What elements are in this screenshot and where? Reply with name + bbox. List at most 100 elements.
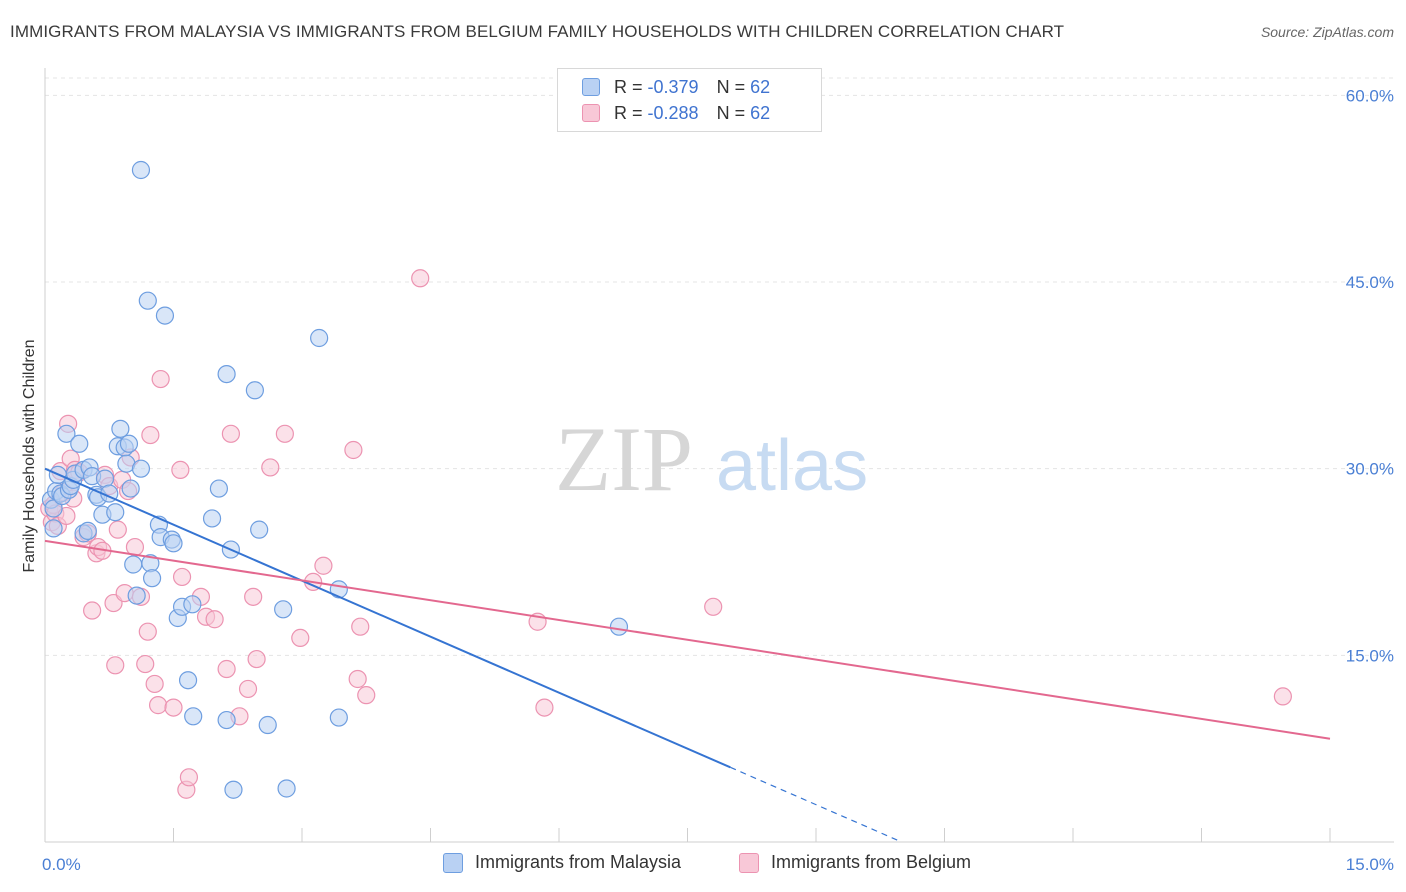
belgium-point: [136, 654, 155, 674]
belgium-point: [411, 269, 430, 288]
belgium-point: [238, 679, 258, 699]
belgium-point: [217, 659, 236, 679]
chart-title: IMMIGRANTS FROM MALAYSIA VS IMMIGRANTS F…: [10, 22, 1065, 41]
belgium-point: [247, 649, 266, 669]
belgium-point: [145, 674, 164, 694]
malaysia-point: [217, 710, 236, 730]
belgium-point: [221, 424, 240, 443]
legend-r-value: -0.379: [647, 76, 699, 97]
bottom-legend-swatch-malaysia: [443, 852, 463, 873]
y-tick-label: 30.0%: [1346, 460, 1394, 479]
malaysia-trend-line: [44, 467, 731, 769]
belgium-point: [344, 440, 363, 460]
malaysia-point: [142, 569, 162, 588]
legend-row-malaysia: R = -0.379 N = 62: [582, 76, 770, 98]
malaysia-point: [95, 469, 115, 488]
bottom-legend-label-belgium: Immigrants from Belgium: [771, 852, 972, 872]
malaysia-point: [274, 600, 293, 619]
belgium-point: [357, 686, 376, 705]
belgium-point: [151, 369, 170, 389]
malaysia-point: [119, 434, 139, 453]
legend-row-belgium: R = -0.288 N = 62: [582, 102, 770, 124]
malaysia-point: [44, 499, 63, 518]
y-tick-label: 15.0%: [1346, 646, 1394, 665]
belgium-point: [138, 622, 157, 641]
bottom-legend-label-malaysia: Immigrants from Malaysia: [475, 852, 682, 872]
malaysia-point: [155, 306, 175, 325]
belgium-trend-line: [44, 539, 1331, 740]
bottom-legend-swatch-belgium: [739, 852, 759, 873]
legend-swatch-belgium: [582, 104, 600, 122]
malaysia-point: [184, 707, 203, 726]
belgium-point: [275, 424, 294, 443]
malaysia-point: [106, 503, 125, 522]
legend-n-label: N =: [716, 102, 751, 123]
malaysia-point: [78, 521, 97, 540]
bottom-legend-belgium: Immigrants from Belgium: [739, 852, 971, 873]
belgium-point: [261, 458, 280, 477]
legend-r-label: R =: [614, 76, 648, 97]
malaysia-point: [310, 328, 329, 348]
malaysia-point: [70, 434, 89, 453]
trend-lines: [44, 467, 1331, 843]
y-tick-labels: 15.0% 30.0% 45.0% 60.0%: [1346, 86, 1394, 665]
malaysia-point: [250, 520, 269, 539]
x-tick-labels: 0.0% 15.0%: [42, 855, 1394, 874]
malaysia-point: [131, 160, 151, 180]
malaysia-point: [131, 459, 151, 478]
malaysia-point: [121, 479, 140, 498]
bottom-legend-malaysia: Immigrants from Malaysia: [443, 852, 681, 873]
watermark: ZIP atlas: [555, 408, 868, 510]
belgium-point: [704, 597, 723, 616]
malaysia-trend-extension: [730, 766, 902, 843]
malaysia-point: [127, 586, 146, 605]
malaysia-point: [277, 779, 296, 798]
belgium-point: [179, 768, 199, 787]
legend-n-value: 62: [750, 102, 771, 123]
legend-r-value: -0.288: [647, 102, 699, 123]
malaysia-point: [217, 364, 236, 384]
malaysia-point: [124, 555, 143, 574]
legend-n-label: N =: [716, 76, 751, 97]
malaysia-point: [111, 419, 130, 438]
legend-swatch-malaysia: [582, 78, 600, 96]
malaysia-point: [329, 580, 348, 599]
belgium-point: [314, 556, 333, 575]
belgium-point: [106, 656, 125, 675]
malaysia-points: [41, 160, 629, 799]
belgium-point: [148, 696, 168, 715]
x-tick-label-max: 15.0%: [1346, 855, 1394, 874]
malaysia-point: [209, 479, 229, 498]
belgium-point: [164, 698, 183, 717]
legend: R = -0.379 N = 62 R = -0.288 N = 62: [557, 68, 822, 132]
x-tick-label-min: 0.0%: [42, 855, 81, 874]
source-label: Source: ZipAtlas.com: [1260, 24, 1394, 40]
belgium-point: [172, 567, 192, 587]
bottom-legend: Immigrants from Malaysia Immigrants from…: [0, 852, 1406, 878]
malaysia-point: [245, 381, 264, 400]
belgium-point: [1273, 687, 1292, 706]
malaysia-point: [329, 708, 348, 727]
belgium-point: [535, 698, 554, 717]
belgium-point: [171, 460, 190, 480]
y-tick-label: 45.0%: [1346, 273, 1394, 292]
malaysia-point: [202, 509, 222, 528]
malaysia-point: [44, 519, 63, 538]
belgium-point: [291, 628, 310, 648]
belgium-point: [141, 425, 160, 445]
malaysia-point: [164, 534, 183, 553]
legend-n-value: 62: [750, 76, 771, 97]
belgium-point: [244, 587, 263, 606]
malaysia-point: [178, 671, 198, 690]
belgium-point: [348, 669, 367, 689]
malaysia-point: [57, 424, 76, 443]
malaysia-point: [183, 595, 202, 614]
malaysia-point: [224, 780, 243, 799]
legend-r-label: R =: [614, 102, 648, 123]
belgium-point: [108, 520, 127, 539]
belgium-point: [83, 601, 102, 620]
malaysia-point: [258, 715, 277, 735]
malaysia-point: [138, 291, 157, 310]
belgium-point: [205, 610, 224, 629]
